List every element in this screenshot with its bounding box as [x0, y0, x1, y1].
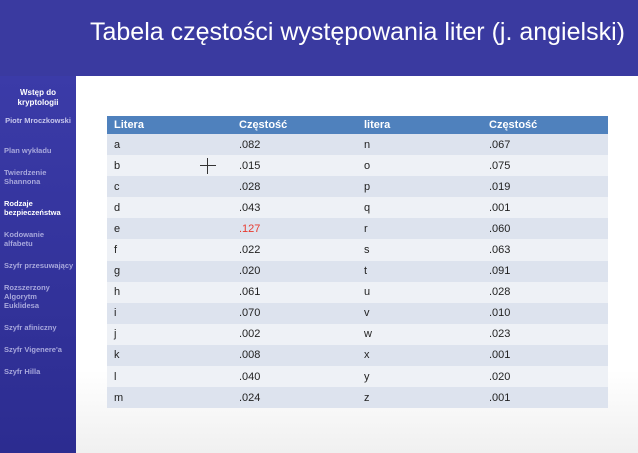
- table-row: m .024 z .001: [107, 387, 608, 409]
- section-list: Plan wykładu Twierdzenie Shannona Rodzaj…: [0, 146, 76, 376]
- column-header-frequency: Częstość: [232, 116, 357, 134]
- frequency-cell: .043: [232, 197, 357, 219]
- letter-cell: c: [107, 176, 232, 198]
- letter-cell: m: [107, 387, 232, 409]
- column-header-frequency-2: Częstość: [482, 116, 608, 134]
- sidebar-item-security[interactable]: Rodzaje bezpieczeństwa: [4, 199, 61, 217]
- letter-cell: x: [357, 344, 482, 367]
- slide-content: Litera Częstość litera Częstość a .082 n…: [76, 76, 638, 453]
- letter-cell: v: [357, 302, 482, 324]
- slide-header: Tabela częstości występowania liter (j. …: [0, 0, 638, 76]
- frequency-cell: .001: [482, 344, 608, 367]
- presentation-title[interactable]: Wstęp do kryptologii: [17, 88, 59, 107]
- sidebar-item-alphabet-coding[interactable]: Kodowanie alfabetu: [4, 230, 45, 248]
- sidebar-item-affine-cipher[interactable]: Szyfr afiniczny: [4, 323, 57, 332]
- author-name: Piotr Mroczkowski: [5, 116, 71, 125]
- frequency-cell: .019: [482, 176, 608, 198]
- frequency-cell: .010: [482, 302, 608, 324]
- letter-cell: w: [357, 323, 482, 345]
- slide-title: Tabela częstości występowania liter (j. …: [90, 18, 625, 46]
- frequency-cell: .002: [232, 323, 357, 345]
- letter-cell: e: [107, 218, 232, 240]
- letter-cell: i: [107, 302, 232, 324]
- table-row: j .002 w .023: [107, 323, 608, 345]
- letter-cell: k: [107, 344, 232, 367]
- frequency-cell: .070: [232, 302, 357, 324]
- sidebar-item-plan[interactable]: Plan wykładu: [4, 146, 52, 155]
- letter-cell: t: [357, 260, 482, 282]
- frequency-cell: .022: [232, 239, 357, 261]
- frequency-cell: .061: [232, 281, 357, 303]
- table-row: a .082 n .067: [107, 134, 608, 156]
- letter-cell: s: [357, 239, 482, 261]
- frequency-cell: .028: [232, 176, 357, 198]
- frequency-cell: .024: [232, 387, 357, 409]
- letter-cell: b: [107, 155, 232, 177]
- frequency-cell: .040: [232, 366, 357, 388]
- crosshair-horizontal-line: [200, 165, 216, 166]
- navigation-sidebar: Wstęp do kryptologii Piotr Mroczkowski P…: [0, 76, 76, 453]
- letter-cell: y: [357, 366, 482, 388]
- letter-frequency-table: Litera Częstość litera Częstość a .082 n…: [107, 116, 608, 409]
- crosshair-cursor-icon: [200, 158, 216, 174]
- letter-cell: a: [107, 134, 232, 156]
- table-header-row: Litera Częstość litera Częstość: [107, 116, 608, 134]
- column-header-letter: Litera: [107, 116, 232, 134]
- frequency-cell-highlighted: .127: [232, 218, 357, 240]
- table-row: k .008 x .001: [107, 344, 608, 367]
- letter-cell: q: [357, 197, 482, 219]
- letter-cell: h: [107, 281, 232, 303]
- table-row: h .061 u .028: [107, 281, 608, 303]
- sidebar-item-vigenere[interactable]: Szyfr Vigenere'a: [4, 345, 62, 354]
- frequency-cell: .001: [482, 387, 608, 409]
- frequency-cell: .067: [482, 134, 608, 156]
- frequency-cell: .063: [482, 239, 608, 261]
- sidebar-item-hill[interactable]: Szyfr Hilla: [4, 367, 41, 376]
- column-header-letter-2: litera: [357, 116, 482, 134]
- table-row: b .015 o .075: [107, 155, 608, 177]
- letter-cell: u: [357, 281, 482, 303]
- frequency-cell: .001: [482, 197, 608, 219]
- table-row: g .020 t .091: [107, 260, 608, 282]
- sidebar-item-euclid[interactable]: Rozszerzony Algorytm Euklidesa: [4, 283, 50, 310]
- letter-cell: d: [107, 197, 232, 219]
- letter-cell: o: [357, 155, 482, 177]
- table-row: c .028 p .019: [107, 176, 608, 198]
- frequency-cell: .075: [482, 155, 608, 177]
- frequency-cell: .023: [482, 323, 608, 345]
- sidebar-item-shannon[interactable]: Twierdzenie Shannona: [4, 168, 47, 186]
- frequency-cell: .082: [232, 134, 357, 156]
- table-row: f .022 s .063: [107, 239, 608, 261]
- frequency-cell: .020: [232, 260, 357, 282]
- letter-cell: r: [357, 218, 482, 240]
- letter-cell: n: [357, 134, 482, 156]
- sidebar-item-shift-cipher[interactable]: Szyfr przesuwający: [4, 261, 74, 270]
- letter-cell: l: [107, 366, 232, 388]
- table-row: l .040 y .020: [107, 366, 608, 388]
- letter-cell: j: [107, 323, 232, 345]
- frequency-cell: .020: [482, 366, 608, 388]
- frequency-cell: .091: [482, 260, 608, 282]
- frequency-cell: .060: [482, 218, 608, 240]
- frequency-cell: .028: [482, 281, 608, 303]
- letter-cell: f: [107, 239, 232, 261]
- frequency-cell: .008: [232, 344, 357, 367]
- frequency-cell: .015: [232, 155, 357, 177]
- letter-cell: z: [357, 387, 482, 409]
- letter-cell: g: [107, 260, 232, 282]
- table-row: i .070 v .010: [107, 302, 608, 324]
- crosshair-vertical-line: [207, 158, 208, 174]
- table-row: d .043 q .001: [107, 197, 608, 219]
- table-row: e .127 r .060: [107, 218, 608, 240]
- letter-cell: p: [357, 176, 482, 198]
